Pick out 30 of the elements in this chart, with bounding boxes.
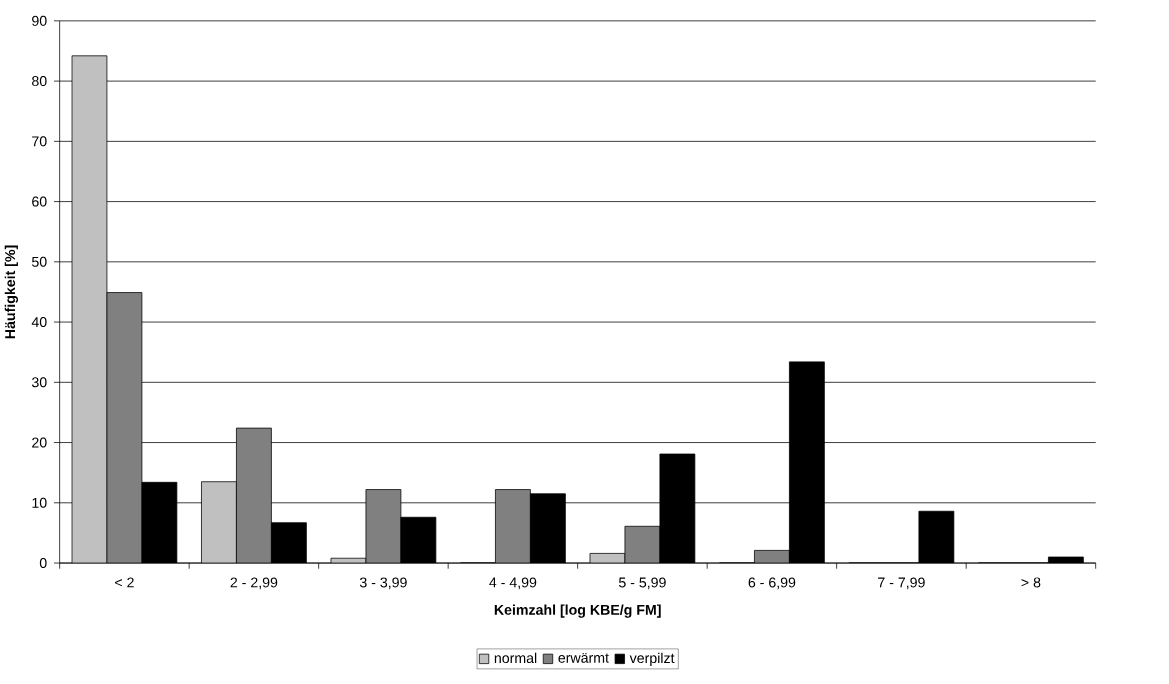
x-axis-title: Keimzahl [log KBE/g FM] — [494, 604, 661, 618]
bar — [106, 291, 143, 563]
bar — [624, 525, 661, 563]
y-tick-label: 50 — [31, 256, 47, 267]
y-tick-label: 30 — [31, 377, 47, 388]
x-tick-label: 7 - 7,99 — [878, 577, 925, 589]
bar — [236, 427, 272, 563]
y-tick-label: 10 — [32, 497, 47, 508]
legend-label: normal — [494, 652, 537, 663]
x-tick-label: 6 - 6,99 — [748, 577, 796, 589]
x-tick-label: 5 - 5,99 — [618, 577, 666, 589]
bar — [201, 481, 237, 563]
x-tick-label: > 8 — [1021, 577, 1041, 588]
y-tick-label: 90 — [32, 15, 47, 26]
bar — [71, 55, 108, 563]
x-tick-label: 4 - 4,99 — [489, 577, 537, 589]
bar — [495, 488, 531, 563]
y-tick-label: 40 — [31, 316, 47, 327]
x-tick-label: 3 - 3,99 — [359, 577, 407, 589]
y-tick-label: 20 — [32, 437, 47, 448]
x-tick-label: < 2 — [115, 577, 134, 588]
bar — [365, 488, 402, 563]
y-tick-label: 60 — [32, 196, 47, 207]
y-tick-label: 80 — [32, 75, 47, 86]
x-tick-label: 2 - 2,99 — [230, 577, 278, 589]
legend-label: verpilzt — [629, 652, 675, 666]
y-tick-label: 0 — [39, 557, 47, 568]
y-axis-title: Häufigkeit [%] — [4, 245, 18, 339]
legend-label: erwärmt — [558, 652, 609, 663]
y-tick-label: 70 — [32, 136, 47, 147]
